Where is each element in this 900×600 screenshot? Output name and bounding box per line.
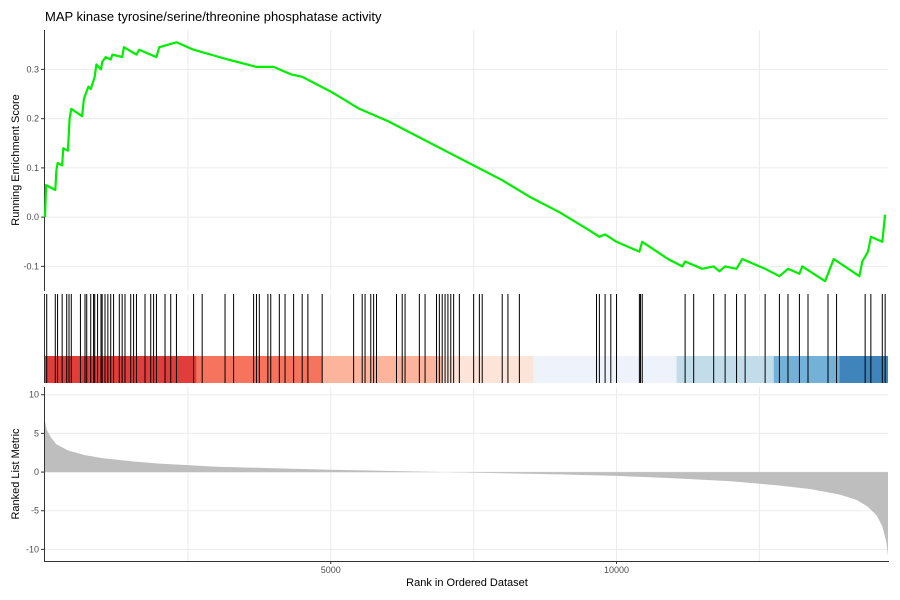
metric-y-ticks: -10 -5 0 5 10 <box>26 390 44 554</box>
running-es-line <box>43 41 887 283</box>
ranked-metric-area <box>45 421 888 556</box>
rank-color-band <box>773 356 840 383</box>
metric-y-tick-label: -5 <box>31 506 39 516</box>
metric-y-tick-label: 5 <box>34 428 39 438</box>
gene-hit-lines <box>46 294 886 383</box>
chart-title: MAP kinase tyrosine/serine/threonine pho… <box>45 9 382 24</box>
es-y-axis-label: Running Enrichment Score <box>10 94 22 225</box>
es-y-tick-label: 0.3 <box>26 64 39 74</box>
es-y-tick-label: -0.1 <box>23 261 39 271</box>
x-axis-label: Rank in Ordered Dataset <box>406 577 528 589</box>
rank-color-band <box>322 356 443 383</box>
es-y-tick-label: 0.2 <box>26 114 39 124</box>
hits-panel <box>44 294 888 383</box>
es-y-tick-label: 0.0 <box>26 212 39 222</box>
rank-color-band <box>839 356 888 383</box>
es-gridlines <box>45 30 888 291</box>
metric-y-tick-label: 10 <box>29 390 39 400</box>
es-y-ticks: -0.1 0.0 0.1 0.2 0.3 <box>23 64 44 271</box>
x-tick-label: 5000 <box>321 565 341 575</box>
x-ticks: 5000 10000 <box>321 561 629 575</box>
metric-y-tick-label: -10 <box>26 544 39 554</box>
rank-color-bands <box>45 356 888 383</box>
metric-y-axis-label: Ranked List Metric <box>10 428 22 520</box>
ranked-metric-panel: -10 -5 0 5 10 5000 10000 Ranked List Metric R… <box>10 387 889 589</box>
rank-color-band <box>442 356 534 383</box>
running-es-panel: -0.1 0.0 0.1 0.2 0.3 Running Enrichment Scor… <box>10 30 888 291</box>
es-y-tick-label: 0.1 <box>26 163 39 173</box>
x-tick-label: 10000 <box>604 565 629 575</box>
rank-color-band <box>45 356 197 383</box>
metric-y-tick-label: 0 <box>34 467 39 477</box>
